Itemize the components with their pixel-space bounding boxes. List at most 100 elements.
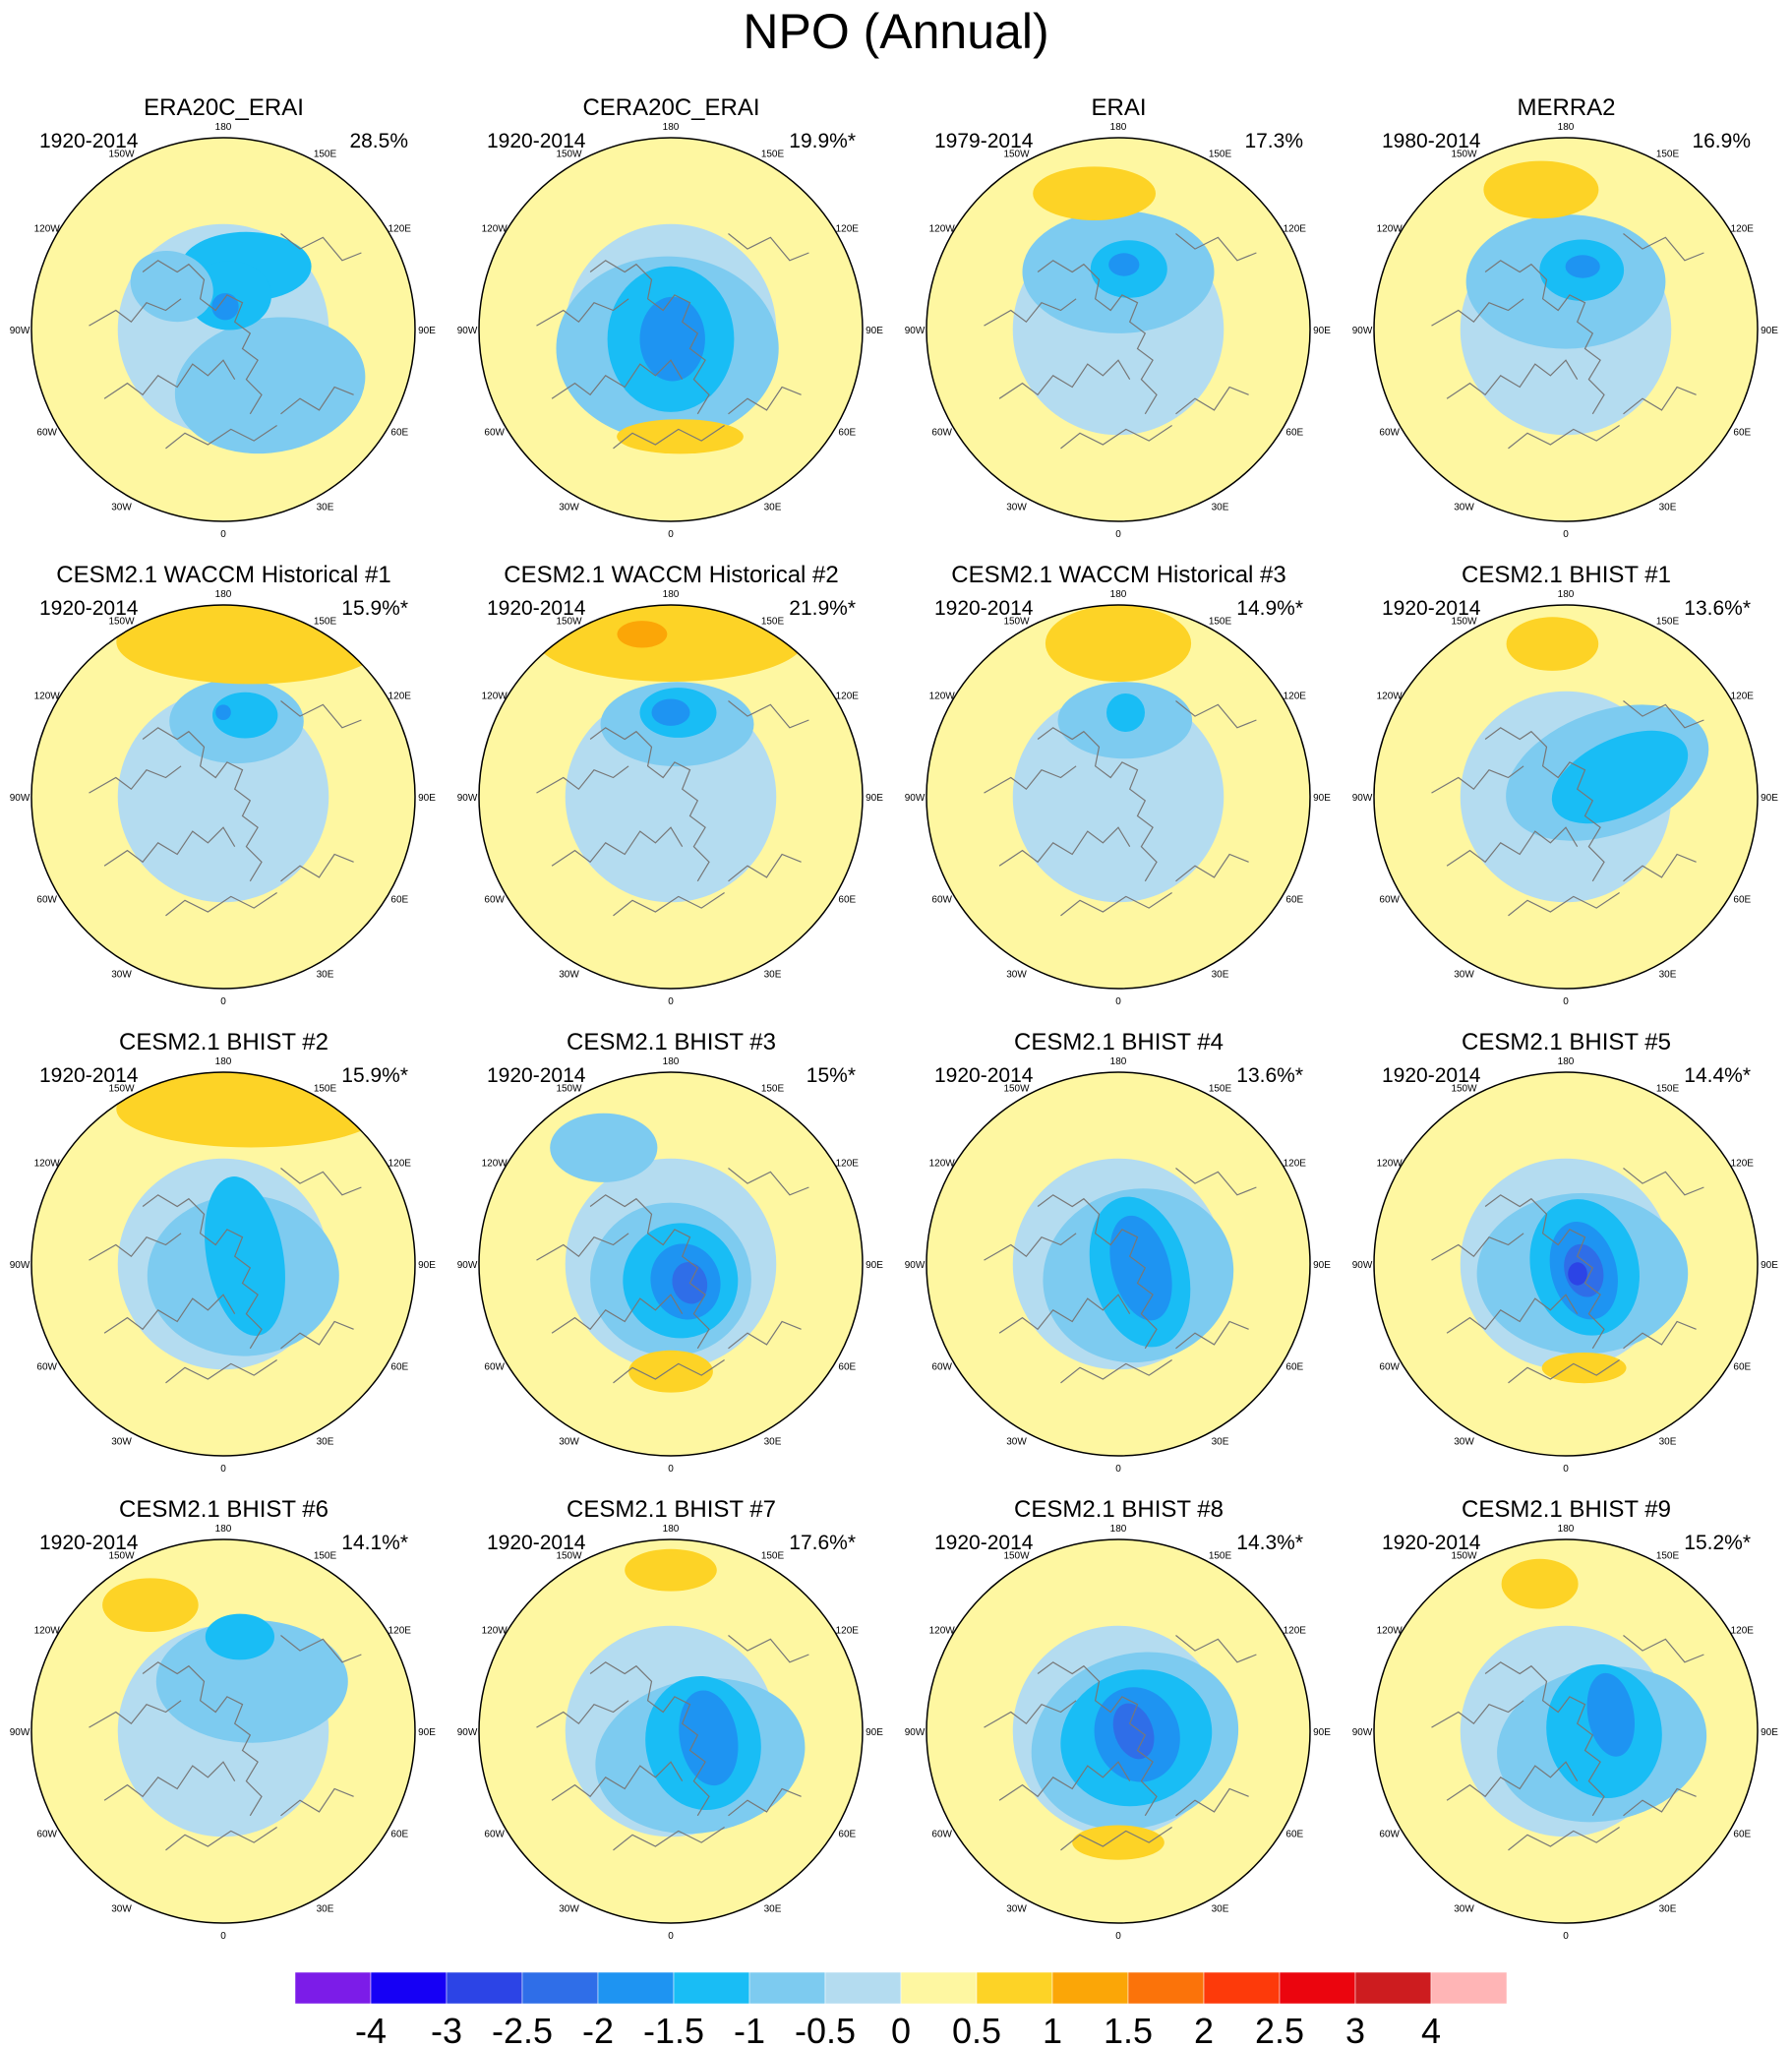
coastline	[280, 233, 362, 262]
longitude-label: 0	[220, 1464, 226, 1475]
longitude-label: 30W	[559, 1903, 579, 1914]
longitude-label: 60E	[838, 1830, 856, 1840]
panel-period: 1920-2014	[1382, 1064, 1481, 1087]
map-panel: CESM2.1 BHIST #3 1920-2014 15%* 180 150E 120E…	[448, 1028, 895, 1495]
panel-title: CESM2.1 WACCM Historical #2	[504, 562, 839, 588]
longitude-label: 90E	[418, 1727, 436, 1738]
longitude-label: 60E	[838, 895, 856, 906]
coastline	[1484, 260, 1605, 415]
longitude-label: 30E	[1212, 969, 1229, 980]
longitude-label: 0	[1563, 1464, 1569, 1475]
coastline	[728, 853, 802, 882]
coastline	[998, 1761, 1131, 1801]
coastline	[1037, 260, 1158, 415]
longitude-label: 150W	[1451, 1551, 1477, 1562]
longitude-label: 30W	[111, 1436, 132, 1447]
longitude-label: 60W	[1379, 428, 1400, 439]
longitude-label: 60E	[1285, 1830, 1303, 1840]
longitude-label: 0	[1115, 996, 1121, 1007]
longitude-label: 60W	[36, 428, 57, 439]
map-panel: CESM2.1 BHIST #4 1920-2014 13.6%* 180 150E 12…	[895, 1028, 1343, 1495]
colorbar-tick-label: -0.5	[795, 2011, 856, 2048]
longitude-label: 30W	[559, 969, 579, 980]
longitude-label: 150E	[1656, 1084, 1680, 1095]
polar-map: 180 150E 120E 90E 60E 30E 0 30W 60W 90W 120W 150W	[457, 1057, 884, 1475]
longitude-label: 30W	[1006, 1903, 1027, 1914]
longitude-label: 0	[1563, 996, 1569, 1007]
coastline	[728, 386, 802, 415]
map-panel: CESM2.1 BHIST #1 1920-2014 13.6%* 180 150E 12…	[1343, 561, 1790, 1028]
longitude-label: 90W	[457, 1260, 478, 1271]
coastline	[1623, 1635, 1704, 1663]
panel-period: 1979-2014	[934, 130, 1034, 152]
longitude-label: 150W	[1003, 1084, 1030, 1095]
longitude-label: 180	[215, 1525, 232, 1535]
map-panel: CESM2.1 BHIST #2 1920-2014 15.9%* 180 150E 12…	[0, 1028, 448, 1495]
colorbar-swatch	[370, 1971, 448, 2005]
coastline	[1431, 1233, 1524, 1261]
polar-map: 180 150E 120E 90E 60E 30E 0 30W 60W 90W 120W 150W	[457, 123, 884, 540]
negative-anomaly-contour	[639, 296, 705, 382]
panel-variance: 14.4%*	[1684, 1064, 1751, 1087]
longitude-label: 90W	[10, 1260, 30, 1271]
colorbar-tick-label: 0.5	[952, 2011, 1001, 2048]
longitude-label: 120W	[482, 1159, 508, 1170]
negative-anomaly-contour	[1565, 255, 1600, 278]
coastline	[1060, 1827, 1172, 1851]
panel-variance: 15%*	[806, 1064, 856, 1087]
panel-period: 1920-2014	[487, 1064, 586, 1087]
map-border	[926, 137, 1311, 522]
longitude-label: 120E	[1731, 224, 1755, 235]
longitude-label: 90W	[10, 326, 30, 336]
colorbar-tick-label: 2.5	[1255, 2011, 1304, 2048]
longitude-label: 60W	[1379, 895, 1400, 906]
colorbar-tick-label: -2.5	[492, 2011, 553, 2048]
panel-period: 1920-2014	[934, 1064, 1034, 1087]
longitude-label: 150E	[1209, 1084, 1232, 1095]
map-panel: ERAI 1979-2014 17.3% 180 150E 120E 90E 60E 30E 0 3…	[895, 93, 1343, 561]
longitude-label: 150W	[556, 1551, 582, 1562]
coastline	[589, 1194, 710, 1350]
colorbar-swatch	[1354, 1971, 1432, 2005]
longitude-label: 30E	[1212, 502, 1229, 512]
map-border	[30, 137, 416, 522]
positive-anomaly-contour	[1045, 605, 1192, 682]
coastline	[536, 765, 629, 794]
map-border	[1373, 1538, 1759, 1924]
longitude-label: 60E	[1285, 1362, 1303, 1373]
coastline	[142, 260, 263, 415]
longitude-label: 150E	[314, 1551, 337, 1562]
panel-period: 1920-2014	[39, 1532, 139, 1554]
longitude-label: 90E	[1313, 793, 1331, 804]
map-border	[1373, 604, 1759, 990]
longitude-label: 150W	[1451, 1084, 1477, 1095]
longitude-label: 30E	[1659, 1436, 1677, 1447]
coastline	[589, 260, 710, 415]
panel-period: 1980-2014	[1382, 130, 1481, 152]
negative-anomaly-contour	[212, 692, 278, 739]
coastline	[103, 826, 236, 867]
positive-anomaly-contour	[116, 1072, 386, 1148]
coastline	[551, 826, 684, 867]
longitude-label: 30W	[559, 502, 579, 512]
longitude-label: 120W	[34, 1159, 61, 1170]
panel-variance: 17.6%*	[789, 1532, 856, 1554]
longitude-label: 60W	[1379, 1830, 1400, 1840]
longitude-label: 60W	[931, 1362, 952, 1373]
coastline	[998, 359, 1131, 399]
coastline	[1508, 1827, 1620, 1851]
positive-anomaly-contour	[628, 1350, 713, 1393]
coastline	[1623, 700, 1704, 729]
panel-title: CESM2.1 BHIST #9	[1462, 1496, 1671, 1523]
panel-variance: 13.6%*	[1684, 597, 1751, 620]
longitude-label: 0	[1115, 1464, 1121, 1475]
panel-title: CESM2.1 BHIST #4	[1014, 1029, 1224, 1055]
map-panel: CESM2.1 BHIST #6 1920-2014 14.1%* 180 150E 12…	[0, 1495, 448, 1962]
longitude-label: 150E	[1656, 617, 1680, 628]
longitude-label: 30E	[1659, 502, 1677, 512]
longitude-label: 120E	[388, 692, 412, 702]
negative-anomaly-contour	[174, 317, 366, 454]
positive-anomaly-contour	[1541, 1353, 1627, 1384]
longitude-label: 90E	[1313, 326, 1331, 336]
map-panel: MERRA2 1980-2014 16.9% 180 150E 120E 90E 60E 30E…	[1343, 93, 1790, 561]
